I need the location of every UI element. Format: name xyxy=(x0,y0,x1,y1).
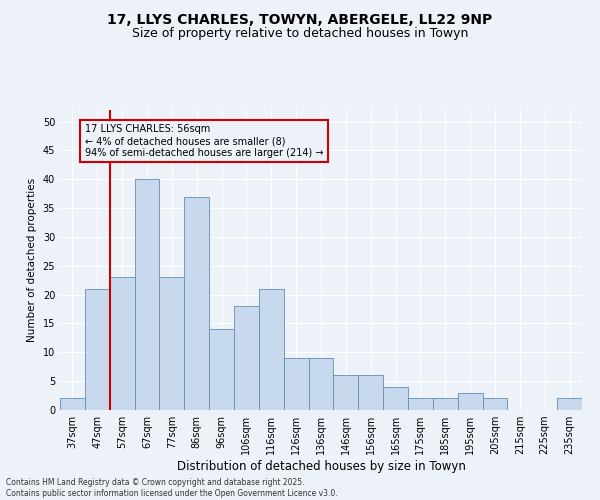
Bar xyxy=(110,278,134,410)
Bar xyxy=(234,306,259,410)
Bar xyxy=(209,329,234,410)
Bar xyxy=(408,398,433,410)
Bar xyxy=(383,387,408,410)
Text: 17 LLYS CHARLES: 56sqm
← 4% of detached houses are smaller (8)
94% of semi-detac: 17 LLYS CHARLES: 56sqm ← 4% of detached … xyxy=(85,124,323,158)
Bar xyxy=(308,358,334,410)
Bar xyxy=(184,196,209,410)
Bar xyxy=(358,376,383,410)
Bar xyxy=(60,398,85,410)
Text: Size of property relative to detached houses in Towyn: Size of property relative to detached ho… xyxy=(132,28,468,40)
Text: 17, LLYS CHARLES, TOWYN, ABERGELE, LL22 9NP: 17, LLYS CHARLES, TOWYN, ABERGELE, LL22 … xyxy=(107,12,493,26)
Bar xyxy=(458,392,482,410)
Bar xyxy=(259,289,284,410)
Y-axis label: Number of detached properties: Number of detached properties xyxy=(27,178,37,342)
Bar xyxy=(334,376,358,410)
Bar xyxy=(134,179,160,410)
Text: Contains HM Land Registry data © Crown copyright and database right 2025.
Contai: Contains HM Land Registry data © Crown c… xyxy=(6,478,338,498)
Bar xyxy=(85,289,110,410)
Bar xyxy=(284,358,308,410)
X-axis label: Distribution of detached houses by size in Towyn: Distribution of detached houses by size … xyxy=(176,460,466,473)
Bar xyxy=(482,398,508,410)
Bar xyxy=(557,398,582,410)
Bar xyxy=(433,398,458,410)
Bar xyxy=(160,278,184,410)
